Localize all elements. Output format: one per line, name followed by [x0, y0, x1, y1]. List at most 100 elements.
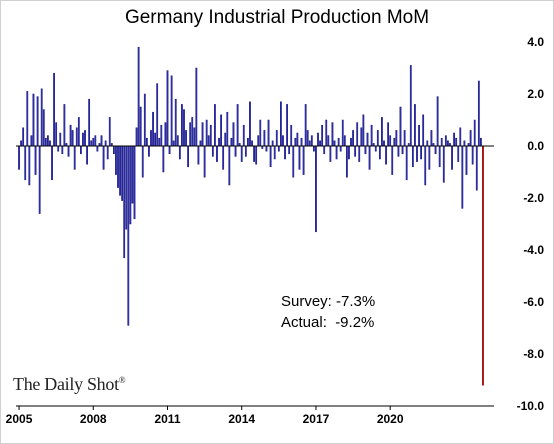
- bar-12: [42, 109, 45, 147]
- x-tick-label-1: 2008: [80, 412, 107, 426]
- bar-127: [280, 101, 282, 147]
- bar-126: [277, 145, 280, 152]
- bar-132: [290, 124, 293, 147]
- bar-164: [356, 122, 359, 147]
- bar-81: [185, 130, 187, 147]
- bar-186: [401, 145, 404, 155]
- bar-184: [397, 145, 400, 157]
- x-tick-label-0: 2005: [6, 412, 33, 426]
- bar-70: [162, 145, 165, 173]
- bar-138: [302, 145, 305, 175]
- bar-31: [82, 132, 84, 147]
- bar-123: [271, 140, 274, 147]
- bar-112: [249, 101, 251, 147]
- bar-111: [247, 137, 249, 147]
- bar-122: [269, 145, 272, 168]
- bar-46: [112, 145, 115, 155]
- bar-90: [203, 145, 206, 178]
- bar-77: [176, 135, 179, 147]
- bar-95: [214, 104, 216, 147]
- bar-67: [156, 83, 159, 147]
- bar-8: [34, 145, 37, 175]
- bar-211: [453, 132, 455, 147]
- bar-55: [131, 145, 134, 204]
- bar-146: [319, 140, 321, 147]
- bar-64: [150, 130, 152, 147]
- bar-183: [395, 130, 398, 147]
- bar-129: [284, 145, 286, 160]
- y-tick-label-2: 0.0: [527, 139, 544, 153]
- bar-25: [69, 124, 72, 147]
- bar-63: [148, 145, 150, 157]
- brand-text: The Daily Shot: [13, 374, 119, 394]
- bar-194: [418, 124, 420, 147]
- bar-59: [139, 106, 142, 147]
- bar-82: [187, 145, 190, 168]
- bar-195: [420, 145, 423, 160]
- bar-34: [88, 98, 91, 147]
- bar-20: [59, 132, 62, 147]
- bar-10: [38, 145, 41, 214]
- bar-49: [119, 145, 121, 196]
- bar-9: [36, 96, 39, 147]
- bar-43: [106, 145, 109, 160]
- bar-179: [387, 122, 390, 147]
- bar-212: [455, 137, 458, 147]
- bar-141: [308, 140, 311, 147]
- y-tick-label-1: 2.0: [527, 87, 544, 101]
- bar-104: [232, 122, 235, 147]
- brand-mark: ®: [118, 375, 126, 385]
- y-tick-label-3: -2.0: [523, 191, 544, 205]
- bar-99: [222, 145, 225, 170]
- bar-174: [376, 130, 379, 147]
- bar-180: [389, 135, 392, 147]
- bar-79: [181, 104, 183, 147]
- bar-109: [242, 124, 245, 147]
- bar-1: [20, 140, 22, 147]
- bar-145: [317, 132, 319, 147]
- bar-series: [18, 46, 484, 386]
- bar-165: [358, 145, 361, 162]
- bar-27: [73, 145, 76, 170]
- bar-217: [465, 145, 468, 175]
- bar-168: [364, 145, 367, 155]
- bar-86: [195, 67, 198, 147]
- bar-96: [216, 145, 218, 162]
- bar-133: [292, 145, 295, 178]
- bar-72: [166, 70, 169, 147]
- bar-142: [310, 135, 313, 147]
- bar-116: [257, 135, 260, 147]
- bar-102: [228, 145, 231, 186]
- bar-187: [403, 130, 406, 147]
- bar-176: [381, 117, 383, 147]
- y-tick-label-4: -4.0: [523, 243, 544, 257]
- bar-148: [323, 145, 326, 155]
- bar-37: [94, 135, 97, 147]
- bar-108: [240, 145, 243, 162]
- bar-219: [469, 130, 472, 147]
- bar-56: [133, 145, 136, 220]
- bar-93: [209, 124, 212, 147]
- bar-2: [22, 127, 25, 147]
- bar-191: [411, 145, 414, 168]
- bar-98: [220, 114, 222, 147]
- bar-42: [104, 140, 107, 147]
- bar-91: [205, 119, 208, 147]
- bar-131: [288, 145, 291, 155]
- bar-181: [391, 145, 394, 175]
- bar-192: [414, 104, 416, 147]
- bar-204: [438, 145, 441, 168]
- bar-169: [366, 132, 369, 147]
- bar-115: [255, 145, 258, 165]
- bar-124: [273, 145, 276, 160]
- bar-40: [100, 135, 103, 147]
- bar-105: [234, 145, 237, 157]
- bar-60: [141, 145, 144, 178]
- bar-32: [84, 130, 86, 147]
- bar-3: [24, 145, 27, 181]
- bar-147: [321, 124, 324, 147]
- bar-166: [360, 127, 363, 147]
- bar-73: [168, 145, 171, 155]
- bar-224: [480, 137, 482, 147]
- bar-16: [51, 145, 53, 181]
